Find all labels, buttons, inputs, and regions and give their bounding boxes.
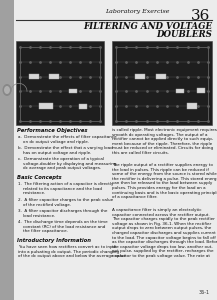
Bar (156, 74, 166, 79)
Text: 1.  The filtering action of a capacitor is directly
    related to its capacitan: 1. The filtering action of a capacitor i… (18, 182, 113, 195)
Text: 3.  A filter capacitor discharges through the
    load resistance.: 3. A filter capacitor discharges through… (18, 209, 107, 218)
Text: 36: 36 (191, 9, 210, 23)
Bar (112, 41, 212, 125)
Text: Introductory Information: Introductory Information (17, 238, 91, 243)
Bar (0, 0, 14, 300)
Bar (79, 104, 87, 109)
Bar (187, 103, 197, 109)
Text: A capacitance filter is simply an electrolytic
capacitor connected across the re: A capacitance filter is simply an electr… (112, 208, 217, 258)
Bar (49, 74, 59, 79)
Ellipse shape (3, 84, 12, 96)
Bar (176, 89, 184, 93)
Bar (197, 88, 205, 93)
Text: c.  Demonstrate the operation of a typical
    voltage-doubler by displaying and: c. Demonstrate the operation of a typica… (18, 157, 117, 170)
Text: a.  Demonstrate the effects of filter capacitance
    on dc output voltage and r: a. Demonstrate the effects of filter cap… (18, 135, 117, 144)
Text: DOUBLERS: DOUBLERS (156, 30, 212, 39)
Text: 4.  The discharge time depends on the time
    constant (RC) of the load resista: 4. The discharge time depends on the tim… (18, 220, 108, 233)
Bar (69, 89, 77, 93)
Text: The ripple output of a rectifier supplies energy to
the load in pulses. This rip: The ripple output of a rectifier supplie… (112, 163, 217, 199)
Text: Laboratory Exercise: Laboratory Exercise (105, 9, 170, 14)
Text: FILTERING AND VOLTAGE: FILTERING AND VOLTAGE (83, 22, 212, 31)
Text: 2.  A filter capacitor charges to the peak value
    of the rectified voltage.: 2. A filter capacitor charges to the pea… (18, 198, 113, 207)
Text: b.  Demonstrate the effect that a varying load
    has on output voltage and rip: b. Demonstrate the effect that a varying… (18, 146, 113, 154)
Text: 36-1: 36-1 (199, 290, 210, 295)
Text: You have seen how rectifiers convert ac to input
into a pulsating dc output. The: You have seen how rectifiers convert ac … (18, 245, 126, 258)
Bar (29, 74, 39, 79)
Text: Performance Objectives: Performance Objectives (17, 128, 87, 133)
Text: is called ripple. Most electronic equipment requires
smooth dc operating voltage: is called ripple. Most electronic equipm… (112, 128, 217, 155)
Bar (39, 103, 53, 109)
Text: Basic Concepts: Basic Concepts (17, 175, 62, 180)
Bar (16, 41, 104, 125)
Bar (135, 74, 145, 79)
Ellipse shape (4, 86, 10, 94)
